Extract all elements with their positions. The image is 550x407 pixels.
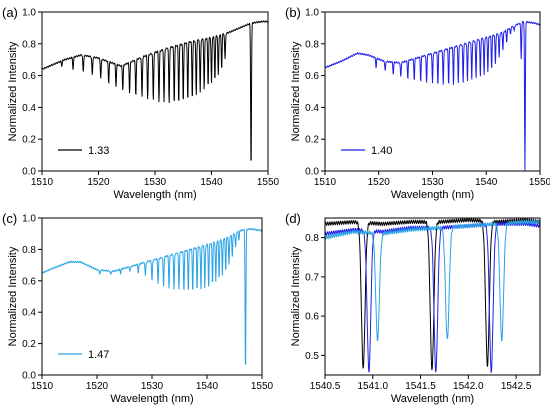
y-tick-label: 0.7 — [305, 272, 319, 283]
x-tick-label: 1510 — [31, 177, 54, 188]
y-tick-label: 0.8 — [22, 245, 36, 256]
y-tick-label: 0.4 — [305, 103, 319, 114]
plot-frame — [41, 11, 269, 172]
series-line-1-33 — [325, 218, 540, 371]
x-tick-label: 1550 — [257, 177, 280, 188]
x-tick-label: 1510 — [314, 177, 337, 188]
x-tick-label: 1520 — [86, 381, 109, 392]
panel-label: (d) — [285, 211, 301, 226]
plot-frame — [324, 11, 541, 172]
panel-0: 1510 1520 1530 1540 1550 0.0 0.2 0.4 0.6 0.8 1.0 Wa… — [2, 5, 280, 201]
legend-label: 1.40 — [371, 145, 392, 157]
x-tick-label: 1540 — [475, 177, 498, 188]
x-tick-label: 1540 — [200, 177, 223, 188]
panel-label: (a) — [2, 5, 18, 20]
y-tick-label: 0.6 — [305, 312, 319, 323]
y-tick-label: 0.0 — [22, 371, 36, 382]
x-axis-label: Wavelength (nm) — [391, 393, 474, 405]
plot-frame — [41, 217, 263, 376]
panel-label: (c) — [2, 211, 17, 226]
x-tick-label: 1542.0 — [453, 381, 484, 392]
y-tick-label: 1.0 — [305, 8, 319, 19]
y-tick-label: 0.0 — [305, 167, 319, 178]
y-tick-label: 0.0 — [22, 167, 36, 178]
y-axis-label: Normalized Intensity — [7, 246, 19, 346]
y-tick-label: 1.0 — [22, 8, 36, 19]
series-line-1-33 — [42, 20, 268, 161]
y-tick-label: 0.4 — [22, 308, 36, 319]
legend-label: 1.33 — [88, 145, 109, 157]
panel-3: 1540.5 1541.0 1541.5 1542.0 1542.5 0.5 0.6 0.7 0… — [285, 211, 541, 405]
x-axis-label: Wavelength (nm) — [113, 189, 196, 201]
y-axis-label: Normalized Intensity — [7, 41, 19, 141]
legend-label: 1.47 — [88, 349, 109, 361]
x-tick-label: 1530 — [144, 177, 167, 188]
x-tick-label: 1542.5 — [501, 381, 532, 392]
panel-1: 1510 1520 1530 1540 1550 0.0 0.2 0.4 0.6 0.8 1.0 Wa… — [285, 5, 550, 201]
y-tick-label: 0.8 — [305, 39, 319, 50]
y-tick-label: 0.6 — [305, 71, 319, 82]
y-tick-label: 0.2 — [22, 339, 36, 350]
x-tick-label: 1550 — [251, 381, 274, 392]
panel-2: 1510 1520 1530 1540 1550 0.0 0.2 0.4 0.6 0.8 1.0 Wa… — [2, 211, 274, 405]
y-tick-label: 0.2 — [305, 135, 319, 146]
y-tick-label: 0.6 — [22, 71, 36, 82]
series-line-1-47 — [325, 219, 540, 342]
series-line-1-40 — [325, 20, 540, 171]
y-tick-label: 0.6 — [22, 276, 36, 287]
x-tick-label: 1540.5 — [310, 381, 341, 392]
x-axis-label: Wavelength (nm) — [110, 393, 193, 405]
x-tick-label: 1550 — [529, 177, 550, 188]
plot-frame — [324, 217, 541, 376]
x-tick-label: 1520 — [368, 177, 391, 188]
x-tick-label: 1510 — [31, 381, 54, 392]
series-line-1-47 — [42, 227, 262, 365]
y-tick-label: 0.8 — [22, 39, 36, 50]
y-axis-label: Normalized Intensity — [290, 41, 302, 141]
y-tick-label: 0.5 — [305, 351, 319, 362]
x-tick-label: 1530 — [421, 177, 444, 188]
y-tick-label: 0.8 — [305, 233, 319, 244]
y-axis-label: Normalized Intensity — [290, 246, 302, 346]
x-tick-label: 1530 — [141, 381, 164, 392]
x-tick-label: 1541.5 — [405, 381, 436, 392]
y-tick-label: 1.0 — [22, 214, 36, 225]
panel-label: (b) — [285, 5, 301, 20]
x-tick-label: 1541.0 — [357, 381, 388, 392]
x-tick-label: 1520 — [87, 177, 110, 188]
x-tick-label: 1540 — [196, 381, 219, 392]
y-tick-label: 0.2 — [22, 135, 36, 146]
x-axis-label: Wavelength (nm) — [391, 189, 474, 201]
y-tick-label: 0.4 — [22, 103, 36, 114]
